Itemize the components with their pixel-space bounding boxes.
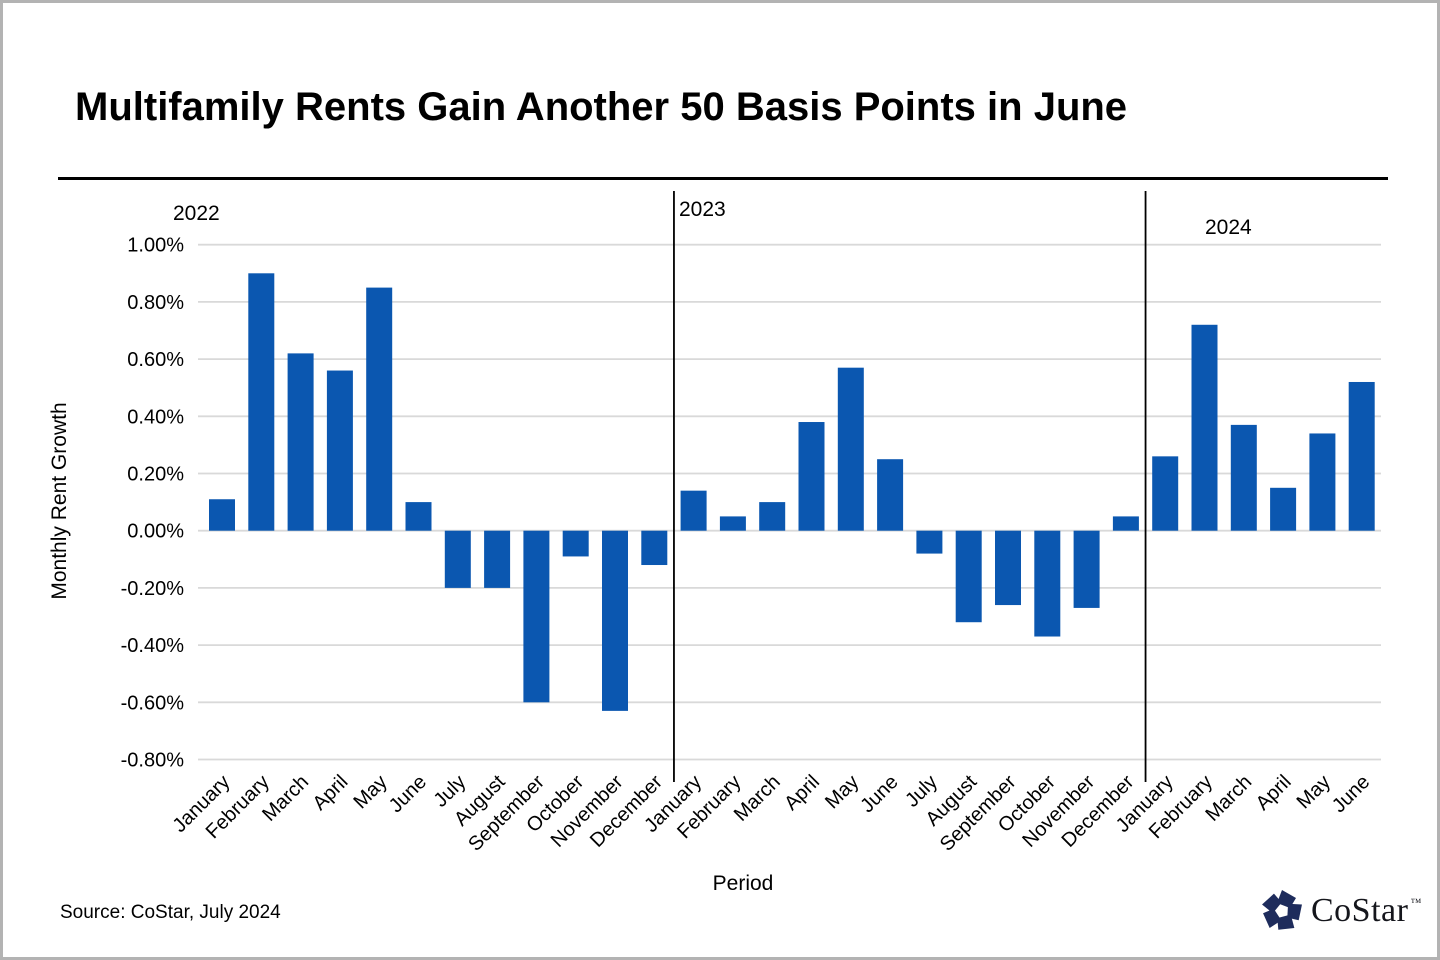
- bar-2022-July: [444, 530, 471, 588]
- bar-2024-February: [1191, 324, 1218, 531]
- bar-2023-November: [1073, 530, 1100, 608]
- bar-2022-April: [326, 370, 353, 531]
- bar-2023-June: [877, 459, 904, 531]
- y-tick-label: -0.20%: [121, 578, 185, 600]
- costar-logo-text: CoStar: [1311, 892, 1409, 929]
- x-label-2024-March: March: [1201, 771, 1256, 826]
- bar-2023-September: [995, 530, 1021, 606]
- bar-2022-September: [523, 530, 550, 703]
- y-tick-label: -0.80%: [121, 750, 185, 772]
- x-label-2023-June: June: [856, 771, 902, 817]
- bar-2022-March: [287, 353, 314, 531]
- bar-2022-October: [562, 530, 589, 557]
- bar-2023-December: [1112, 516, 1139, 531]
- bar-2022-June: [405, 502, 432, 531]
- bar-2023-April: [798, 422, 825, 531]
- y-tick-label: -0.60%: [121, 692, 185, 714]
- costar-logo: CoStar ™: [1262, 887, 1421, 935]
- x-label-2022-April: April: [309, 771, 353, 815]
- x-axis-title: Period: [713, 872, 774, 895]
- bar-2023-May: [837, 367, 864, 531]
- x-label-2023-March: March: [730, 771, 785, 826]
- x-label-2022-June: June: [385, 771, 431, 817]
- bar-2024-May: [1309, 433, 1336, 531]
- pinwheel-petal: [1277, 890, 1296, 908]
- source-note: Source: CoStar, July 2024: [60, 902, 281, 923]
- y-tick-label: 0.20%: [127, 464, 184, 486]
- costar-pinwheel-icon: [1262, 890, 1302, 930]
- bar-2024-January: [1152, 456, 1179, 531]
- x-label-2023-April: April: [780, 771, 824, 815]
- y-axis-title: Monthly Rent Growth: [48, 402, 71, 599]
- bar-2023-January: [680, 490, 707, 531]
- x-label-2024-April: April: [1252, 771, 1296, 815]
- x-label-2022-May: May: [349, 771, 391, 813]
- bar-2023-October: [1034, 530, 1061, 637]
- page-title: Multifamily Rents Gain Another 50 Basis …: [75, 85, 1128, 129]
- rent-growth-bar-chart: 1.00% 0.80% 0.60% 0.40% 0.20% 0.00% -0.20% -0.4…: [48, 191, 1381, 895]
- y-tick-label: 0.40%: [127, 406, 184, 428]
- x-label-2024-May: May: [1293, 771, 1335, 813]
- year-label-2022: 2022: [173, 202, 220, 225]
- y-tick-label: 1.00%: [127, 235, 184, 257]
- bar-2022-November: [602, 530, 628, 711]
- y-tick-label: 0.80%: [127, 292, 184, 314]
- bar-2024-June: [1348, 381, 1375, 531]
- costar-trademark: ™: [1410, 897, 1422, 909]
- pinwheel-petal: [1277, 914, 1295, 930]
- y-tick-label: -0.40%: [121, 635, 185, 657]
- y-tick-label: 0.00%: [127, 521, 184, 543]
- bar-2022-January: [209, 499, 235, 531]
- year-label-2023: 2023: [679, 198, 726, 221]
- bar-2023-July: [916, 530, 943, 554]
- bar-2022-December: [641, 530, 668, 566]
- bar-2023-February: [719, 516, 746, 531]
- title-divider-rule: [58, 177, 1388, 180]
- x-label-2023-May: May: [821, 771, 863, 813]
- bar-2022-August: [484, 530, 511, 588]
- y-tick-label: 0.60%: [127, 349, 184, 371]
- year-label-2024: 2024: [1205, 216, 1252, 239]
- bar-2024-April: [1270, 487, 1297, 531]
- pinwheel-petal: [1263, 908, 1282, 928]
- bar-2024-March: [1230, 424, 1257, 531]
- pinwheel-petal: [1262, 893, 1282, 914]
- bar-2023-March: [759, 502, 786, 531]
- bar-2023-August: [955, 530, 982, 623]
- bar-2022-February: [248, 273, 275, 531]
- bar-2022-May: [366, 287, 393, 531]
- x-label-2024-June: June: [1328, 771, 1374, 817]
- x-label-2022-March: March: [258, 771, 313, 826]
